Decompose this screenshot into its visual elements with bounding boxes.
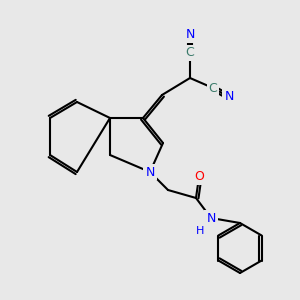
Text: N: N (185, 28, 195, 41)
Text: N: N (206, 212, 216, 224)
Text: C: C (186, 46, 194, 59)
Text: C: C (208, 82, 217, 94)
Text: H: H (196, 226, 204, 236)
Text: N: N (145, 166, 155, 178)
Text: O: O (194, 170, 204, 184)
Text: N: N (224, 91, 234, 103)
